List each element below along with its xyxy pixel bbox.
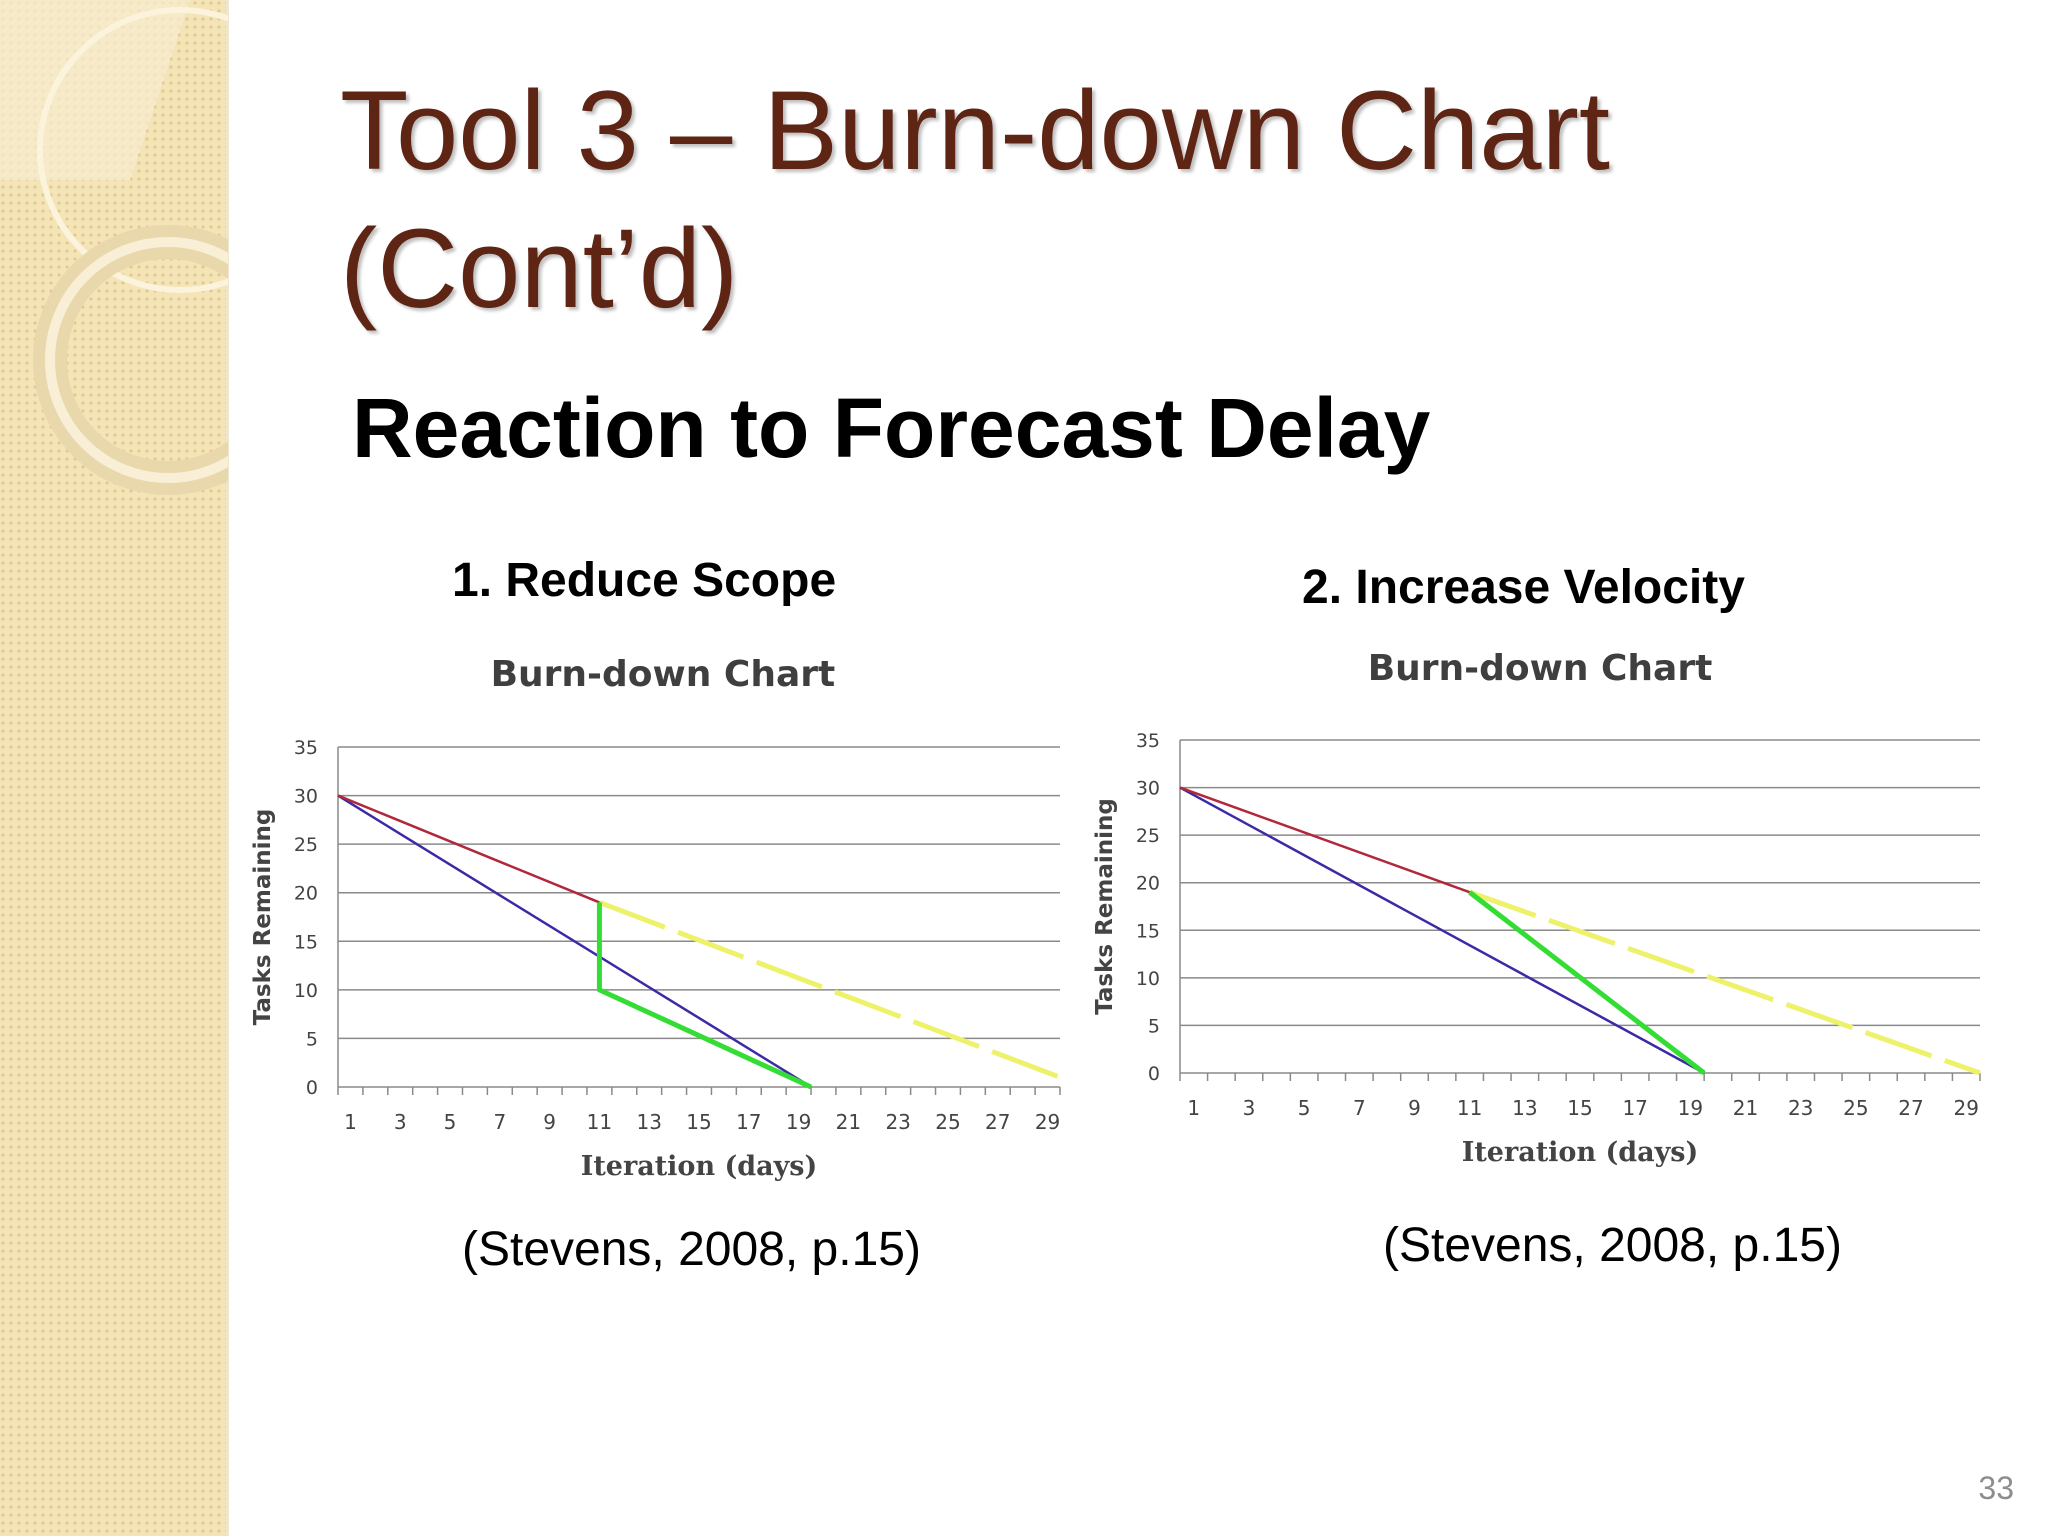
slide-title: Tool 3 – Burn-down Chart (Cont’d) <box>340 62 1940 338</box>
x-tick-label: 27 <box>985 1110 1010 1134</box>
slide-subtitle: Reaction to Forecast Delay <box>352 381 1431 475</box>
series-line-actual <box>337 794 600 904</box>
x-tick-label: 27 <box>1898 1096 1923 1120</box>
y-tick-label: 25 <box>1136 825 1160 847</box>
x-tick-label: 7 <box>1353 1096 1366 1120</box>
y-tick-label: 10 <box>1136 968 1160 990</box>
y-tick-label: 30 <box>294 786 318 808</box>
y-tick-label: 0 <box>306 1077 318 1099</box>
x-tick-label: 29 <box>1035 1110 1060 1134</box>
x-tick-label: 1 <box>344 1110 357 1134</box>
chart-heading-reduce-scope: 1. Reduce Scope <box>452 554 837 607</box>
x-tick-label: 17 <box>1622 1096 1647 1120</box>
citation-increase-velocity: (Stevens, 2008, p.15) <box>1383 1219 1842 1272</box>
x-tick-label: 9 <box>1408 1096 1421 1120</box>
y-tick-label: 35 <box>1136 730 1160 752</box>
chart-title: Burn-down Chart <box>491 654 836 695</box>
y-tick-label: 20 <box>1136 873 1160 895</box>
x-tick-label: 3 <box>1243 1096 1256 1120</box>
x-tick-label: 25 <box>935 1110 960 1134</box>
x-tick-label: 15 <box>1567 1096 1592 1120</box>
x-tick-label: 7 <box>493 1110 506 1134</box>
x-tick-label: 19 <box>786 1110 811 1134</box>
page-number: 33 <box>1978 1470 2014 1506</box>
title-line-2: (Cont’d) <box>340 206 739 331</box>
x-tick-label: 13 <box>1512 1096 1537 1120</box>
series-line-forecast <box>1468 889 1981 1076</box>
x-tick-label: 19 <box>1678 1096 1703 1120</box>
series-line-reaction <box>596 902 813 1090</box>
y-tick-label: 35 <box>294 737 318 759</box>
x-tick-label: 5 <box>1298 1096 1311 1120</box>
y-tick-label: 25 <box>294 834 318 856</box>
x-tick-label: 15 <box>686 1110 711 1134</box>
sidebar-edge <box>226 0 229 1536</box>
y-tick-label: 15 <box>294 931 318 953</box>
x-tick-label: 5 <box>444 1110 457 1134</box>
y-tick-label: 0 <box>1148 1063 1160 1085</box>
y-tick-label: 15 <box>1136 920 1160 942</box>
title-line-1: Tool 3 – Burn-down Chart <box>340 68 1611 193</box>
chart-heading-increase-velocity: 2. Increase Velocity <box>1302 561 1745 614</box>
y-axis-label: Tasks Remaining <box>250 809 276 1026</box>
y-tick-label: 30 <box>1136 778 1160 800</box>
x-axis-label: Iteration (days) <box>581 1151 818 1182</box>
x-tick-label: 3 <box>394 1110 407 1134</box>
y-axis-label: Tasks Remaining <box>1092 798 1118 1015</box>
x-tick-label: 23 <box>885 1110 910 1134</box>
x-tick-label: 11 <box>587 1110 612 1134</box>
series-line-actual <box>1179 786 1471 894</box>
x-tick-label: 1 <box>1187 1096 1200 1120</box>
x-tick-label: 21 <box>836 1110 861 1134</box>
series-line-reaction <box>1468 890 1706 1075</box>
x-axis-label: Iteration (days) <box>1462 1137 1699 1168</box>
y-tick-label: 5 <box>1148 1015 1160 1037</box>
x-tick-label: 21 <box>1733 1096 1758 1120</box>
y-tick-label: 10 <box>294 980 318 1002</box>
series-line-ideal <box>337 794 812 1089</box>
y-tick-label: 20 <box>294 883 318 905</box>
citation-reduce-scope: (Stevens, 2008, p.15) <box>462 1223 921 1276</box>
series-line-ideal <box>1179 786 1705 1075</box>
y-tick-label: 5 <box>306 1028 318 1050</box>
x-tick-label: 13 <box>636 1110 661 1134</box>
x-tick-label: 29 <box>1953 1096 1978 1120</box>
x-tick-label: 25 <box>1843 1096 1868 1120</box>
x-tick-label: 11 <box>1457 1096 1482 1120</box>
x-tick-label: 23 <box>1788 1096 1813 1120</box>
decorative-rings-icon <box>0 0 228 495</box>
x-tick-label: 9 <box>543 1110 556 1134</box>
chart-title: Burn-down Chart <box>1368 648 1713 689</box>
x-tick-label: 17 <box>736 1110 761 1134</box>
